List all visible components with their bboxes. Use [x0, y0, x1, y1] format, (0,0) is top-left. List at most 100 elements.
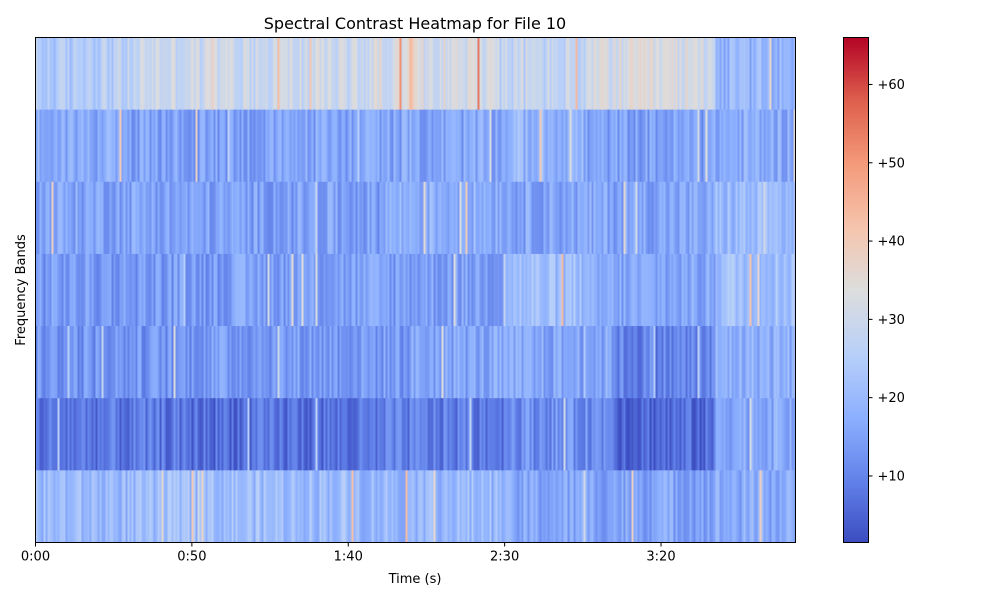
heatmap-cell: [557, 470, 560, 543]
heatmap-cell: [301, 37, 304, 111]
heatmap-cell: [755, 253, 758, 327]
heatmap-cell: [359, 398, 362, 471]
heatmap-cell: [417, 326, 420, 399]
heatmap-cell: [293, 470, 296, 543]
heatmap-cell: [561, 398, 564, 471]
heatmap-cell: [169, 109, 172, 183]
heatmap-cell: [45, 470, 48, 543]
heatmap-cell: [327, 253, 330, 327]
heatmap-cell: [787, 37, 790, 111]
heatmap-cell: [571, 253, 574, 327]
heatmap-cell: [749, 253, 752, 327]
heatmap-cell: [59, 253, 62, 327]
heatmap-cell: [437, 109, 440, 183]
colorbar-step: [843, 494, 869, 498]
heatmap-cell: [113, 253, 116, 327]
heatmap-cell: [247, 470, 250, 543]
heatmap-cell: [465, 181, 468, 255]
heatmap-cell: [253, 470, 256, 543]
heatmap-cell: [245, 398, 248, 471]
heatmap-cell: [379, 181, 382, 255]
heatmap-cell: [159, 470, 162, 543]
heatmap-cell: [409, 37, 412, 111]
heatmap-cell: [341, 109, 344, 183]
heatmap-cell: [329, 181, 332, 255]
heatmap-cell: [599, 398, 602, 471]
heatmap-cell: [279, 326, 282, 399]
heatmap-cell: [191, 470, 194, 543]
heatmap-cell: [481, 326, 484, 399]
heatmap-cell: [409, 253, 412, 327]
heatmap-cell: [133, 253, 136, 327]
heatmap-cell: [283, 37, 286, 111]
heatmap-cell: [147, 253, 150, 327]
heatmap-cell: [543, 398, 546, 471]
heatmap-cell: [565, 470, 568, 543]
heatmap-cell: [93, 109, 96, 183]
heatmap-cell: [195, 398, 198, 471]
heatmap-cell: [335, 398, 338, 471]
heatmap-cell: [703, 37, 706, 111]
heatmap-cell: [107, 398, 110, 471]
heatmap-cell: [173, 253, 176, 327]
heatmap-cell: [255, 470, 258, 543]
heatmap-cell: [187, 109, 190, 183]
heatmap-cell: [397, 470, 400, 543]
heatmap-cell: [235, 326, 238, 399]
heatmap-cell: [343, 398, 346, 471]
heatmap-cell: [537, 253, 540, 327]
heatmap-cell: [101, 470, 104, 543]
heatmap-cell: [345, 326, 348, 399]
heatmap-cell: [153, 326, 156, 399]
heatmap-cell: [173, 470, 176, 543]
heatmap-cell: [115, 253, 118, 327]
heatmap-cell: [681, 470, 684, 543]
heatmap-cell: [67, 181, 70, 255]
heatmap-cell: [541, 470, 544, 543]
heatmap-cell: [629, 470, 632, 543]
heatmap-cell: [413, 470, 416, 543]
heatmap-cell: [403, 253, 406, 327]
heatmap-cell: [205, 253, 208, 327]
heatmap-cell: [165, 109, 168, 183]
heatmap-cell: [509, 181, 512, 255]
heatmap-cell: [193, 37, 196, 111]
heatmap-cell: [381, 37, 384, 111]
heatmap-cell: [637, 181, 640, 255]
heatmap-cell: [175, 253, 178, 327]
heatmap-cell: [603, 37, 606, 111]
heatmap-cell: [255, 253, 258, 327]
heatmap-cell: [49, 470, 52, 543]
heatmap-cell: [693, 109, 696, 183]
heatmap-cell: [273, 326, 276, 399]
heatmap-cell: [443, 109, 446, 183]
heatmap-cell: [117, 181, 120, 255]
heatmap-cell: [315, 470, 318, 543]
heatmap-cell: [571, 398, 574, 471]
heatmap-cell: [473, 37, 476, 111]
heatmap-cell: [357, 37, 360, 111]
heatmap-cell: [749, 37, 752, 111]
colorbar-step: [843, 67, 869, 71]
colorbar-step: [843, 322, 869, 326]
heatmap-cell: [349, 470, 352, 543]
heatmap-cell: [751, 181, 754, 255]
heatmap-cell: [473, 470, 476, 543]
heatmap-cell: [335, 326, 338, 399]
heatmap-cell: [701, 253, 704, 327]
heatmap-cell: [101, 326, 104, 399]
heatmap-cell: [769, 37, 772, 111]
heatmap-cell: [413, 398, 416, 471]
heatmap-cell: [469, 398, 472, 471]
heatmap-cell: [467, 181, 470, 255]
heatmap-cell: [483, 37, 486, 111]
heatmap-cell: [573, 181, 576, 255]
heatmap-cell: [607, 398, 610, 471]
heatmap-cell: [613, 109, 616, 183]
heatmap-cell: [743, 181, 746, 255]
heatmap-cell: [89, 326, 92, 399]
heatmap-cell: [329, 326, 332, 399]
heatmap-cell: [717, 470, 720, 543]
heatmap-cell: [597, 253, 600, 327]
heatmap-cell: [513, 398, 516, 471]
